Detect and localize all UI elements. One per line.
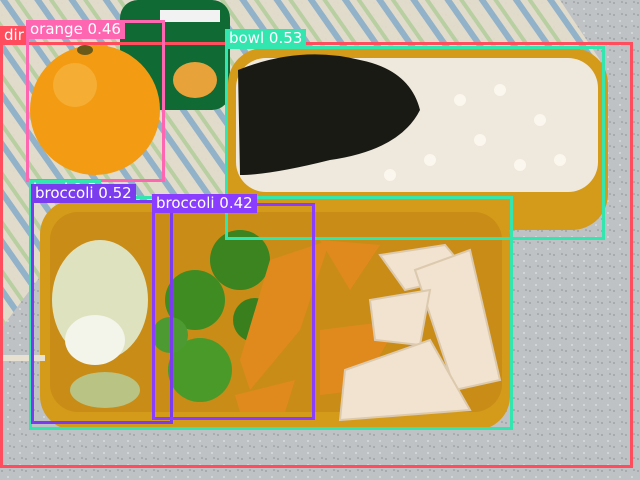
chopsticks — [0, 355, 45, 361]
orange-icon — [30, 45, 160, 175]
seaweed-icon — [238, 54, 420, 175]
cabbage-icon — [52, 240, 148, 408]
dining-table-detection-label: dir — [0, 26, 28, 45]
broccoli-detection-left-label: broccoli 0.52 — [31, 184, 136, 203]
tofu-icon — [338, 243, 502, 422]
bowl-detection-upper-label: bowl 0.53 — [225, 29, 307, 48]
upper-bento-box — [228, 48, 608, 230]
lower-bento-box — [40, 200, 510, 430]
broccoli-detection-center-label: broccoli 0.42 — [152, 194, 257, 213]
rice-icon — [384, 84, 566, 181]
orange-detection-label: orange 0.46 — [26, 20, 125, 39]
